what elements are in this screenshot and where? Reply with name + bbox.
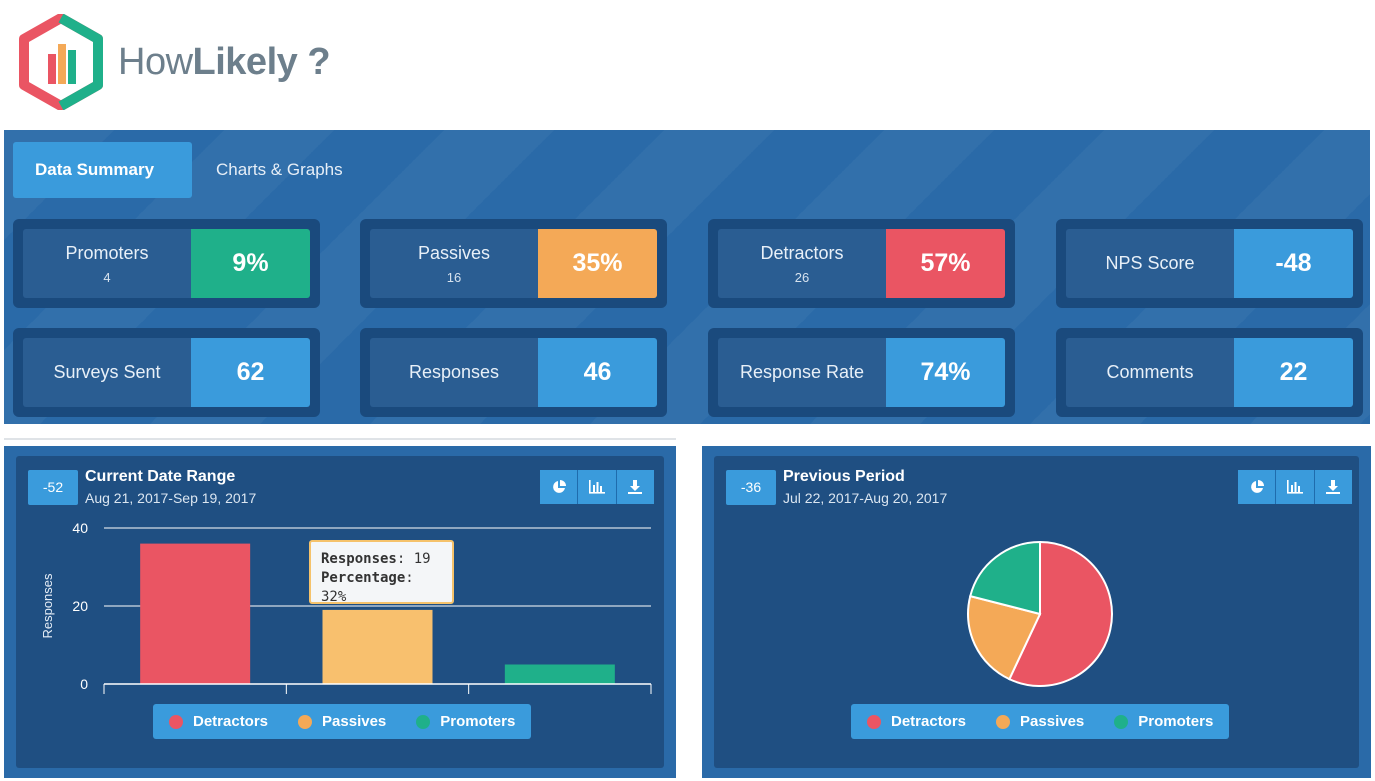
brand-name: HowLikely ? [118, 40, 331, 83]
download-button[interactable] [616, 470, 654, 504]
pie-chart-button[interactable] [540, 470, 579, 504]
bar-chart-button[interactable] [1276, 470, 1315, 504]
stat-nps-score: NPS Score -48 [1056, 219, 1363, 308]
tab-charts-graphs[interactable]: Charts & Graphs [216, 160, 343, 179]
legend-item-passives[interactable]: Passives [996, 713, 1084, 730]
download-icon [1326, 480, 1341, 494]
legend-item-passives[interactable]: Passives [298, 713, 386, 730]
pie-slice-passives [967, 594, 1042, 681]
stat-passives: Passives 16 35% [360, 219, 667, 308]
stat-label: Passives [417, 242, 491, 263]
stat-value: 74% [886, 338, 1005, 407]
legend-item-promoters[interactable]: Promoters [416, 713, 515, 730]
pie-chart-icon [552, 480, 566, 493]
tooltip-key: Responses [321, 551, 397, 567]
stat-value: 46 [538, 338, 657, 407]
legend-label: Promoters [1138, 713, 1214, 730]
tab-data-summary[interactable]: Data Summary [13, 142, 192, 198]
current-range-panel: -52 Current Date Range Aug 21, 2017-Sep … [4, 446, 676, 778]
stat-comments: Comments 22 [1056, 328, 1363, 417]
bar-chart: Responses 0 20 40 [40, 520, 652, 694]
chart-toolbar [540, 470, 654, 504]
stat-responses: Responses 46 [360, 328, 667, 417]
pie-slice-detractors [1008, 540, 1113, 687]
stat-count: 26 [794, 269, 810, 285]
legend-item-promoters[interactable]: Promoters [1114, 713, 1213, 730]
data-summary-panel: Data Summary Charts & Graphs Promoters 4 … [4, 130, 1370, 424]
panel-title: Current Date Range [85, 468, 236, 485]
current-nps-badge: -52 [28, 470, 78, 505]
stat-promoters: Promoters 4 9% [13, 219, 320, 308]
pie-chart-icon [1250, 480, 1264, 493]
stat-label: Surveys Sent [53, 362, 161, 382]
howlikely-logo-icon [19, 14, 103, 110]
tooltip-value: 32% [321, 589, 347, 605]
chart-legend: Detractors Passives Promoters [851, 704, 1230, 739]
stat-value: 57% [886, 229, 1005, 298]
legend-dot [298, 714, 313, 729]
legend-dot [416, 714, 431, 729]
chart-legend: Detractors Passives Promoters [153, 704, 532, 739]
chart-toolbar [1238, 470, 1352, 504]
legend-dot [1114, 714, 1129, 729]
stat-value: 62 [191, 338, 310, 407]
stat-count: 4 [103, 269, 111, 285]
legend-item-detractors[interactable]: Detractors [169, 713, 268, 730]
stat-value: 22 [1234, 338, 1353, 407]
stat-label: NPS Score [1105, 253, 1195, 273]
bar-detractors [140, 543, 251, 684]
y-tick-label: 0 [80, 676, 88, 692]
legend-label: Detractors [193, 713, 269, 730]
panel-date-range: Jul 22, 2017-Aug 20, 2017 [783, 490, 948, 506]
legend-item-detractors[interactable]: Detractors [867, 713, 966, 730]
legend-label: Passives [322, 713, 387, 730]
bar-promoters [504, 664, 615, 684]
chart-tooltip: Responses: 19 Percentage: 32% [309, 540, 454, 605]
stat-value: -48 [1234, 229, 1353, 298]
stat-response-rate: Response Rate 74% [708, 328, 1015, 417]
pie-slice-promoters [969, 540, 1041, 616]
stat-surveys-sent: Surveys Sent 62 [13, 328, 320, 417]
stat-detractors: Detractors 26 57% [708, 219, 1015, 308]
pie-chart [967, 540, 1113, 687]
bar-chart-icon [588, 480, 605, 494]
legend-dot [996, 714, 1011, 729]
stat-label: Promoters [65, 242, 149, 263]
stat-count: 16 [446, 269, 462, 285]
download-icon [628, 480, 643, 494]
bar-chart-icon [1286, 480, 1303, 494]
stat-label: Response Rate [739, 362, 865, 382]
y-axis-label: Responses [40, 573, 55, 639]
bar-chart-button[interactable] [578, 470, 617, 504]
legend-dot [169, 714, 183, 729]
download-button[interactable] [1314, 470, 1352, 504]
brand-logo: HowLikely ? [18, 14, 331, 110]
pie-chart-button[interactable] [1238, 470, 1277, 504]
tooltip-key: Percentage [321, 570, 406, 586]
legend-label: Passives [1020, 713, 1085, 730]
stat-label: Responses [408, 362, 500, 382]
panel-date-range: Aug 21, 2017-Sep 19, 2017 [85, 490, 257, 506]
legend-label: Promoters [440, 713, 516, 730]
tooltip-value: 19 [413, 551, 431, 567]
previous-period-panel: -36 Previous Period Jul 22, 2017-Aug 20,… [702, 446, 1371, 778]
stat-value: 9% [191, 229, 310, 298]
panel-title: Previous Period [783, 468, 905, 485]
previous-nps-badge: -36 [726, 470, 776, 505]
legend-label: Detractors [891, 713, 967, 730]
bar-passives [322, 609, 433, 684]
divider [4, 438, 676, 440]
legend-dot [867, 714, 881, 729]
stat-label: Comments [1106, 362, 1194, 382]
y-tick-label: 40 [72, 520, 88, 536]
y-tick-label: 20 [72, 598, 88, 614]
stat-label: Detractors [760, 242, 844, 263]
stat-value: 35% [538, 229, 657, 298]
